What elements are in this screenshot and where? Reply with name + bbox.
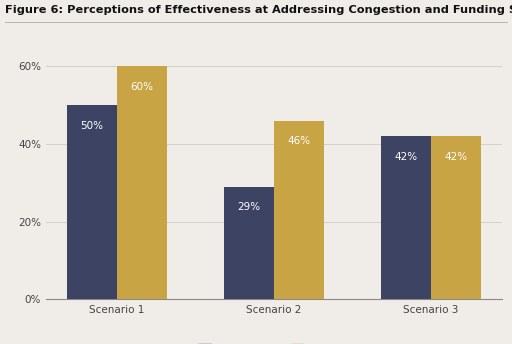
Text: 29%: 29% <box>237 202 261 212</box>
Text: 46%: 46% <box>287 136 311 146</box>
Text: 50%: 50% <box>80 121 103 131</box>
Legend: Congestion, Funding: Congestion, Funding <box>194 340 354 344</box>
Bar <box>224 187 274 299</box>
Text: 42%: 42% <box>444 152 467 162</box>
Text: 60%: 60% <box>131 82 154 92</box>
Bar <box>431 136 481 299</box>
Text: Figure 6: Perceptions of Effectiveness at Addressing Congestion and Funding Shor: Figure 6: Perceptions of Effectiveness a… <box>5 5 512 15</box>
Bar <box>274 121 324 299</box>
Bar <box>117 66 167 299</box>
Text: 42%: 42% <box>394 152 417 162</box>
Bar <box>380 136 431 299</box>
Bar <box>67 105 117 299</box>
